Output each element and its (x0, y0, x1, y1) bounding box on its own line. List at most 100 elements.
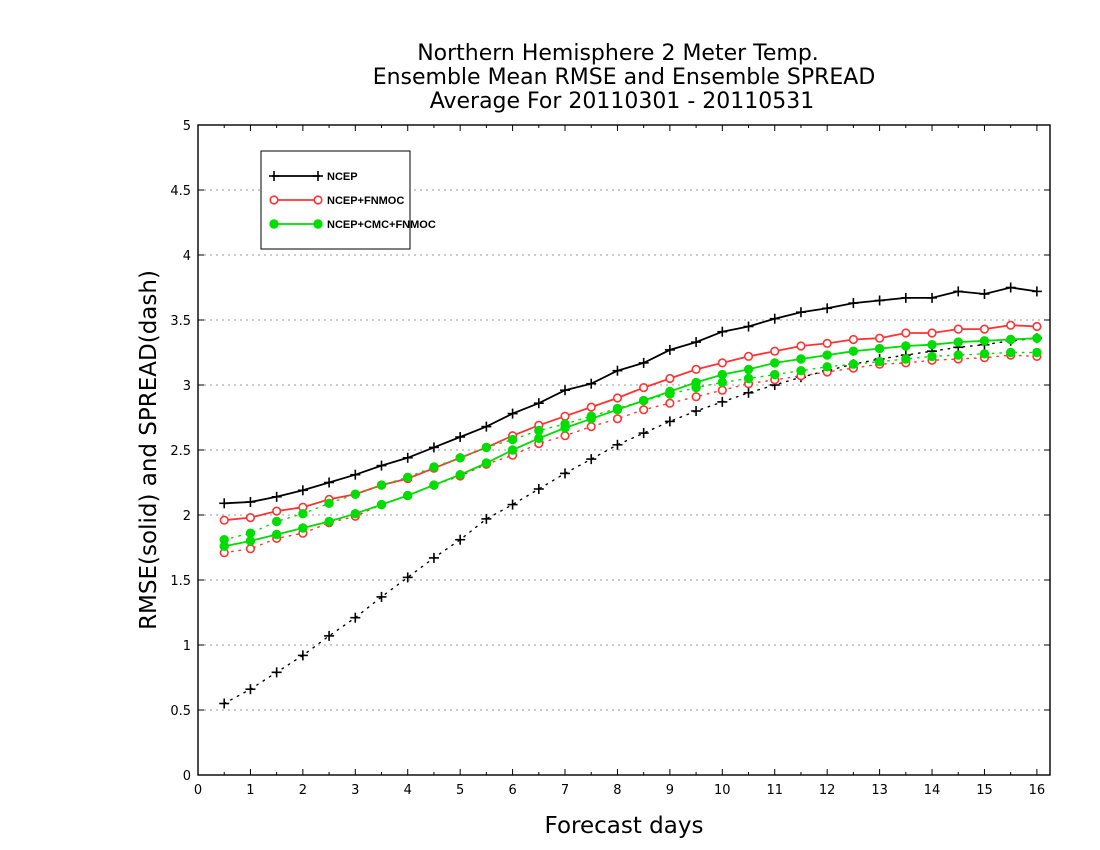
rmse-point (534, 433, 544, 443)
rmse-point (795, 307, 806, 318)
rmse-point (691, 364, 701, 375)
legend-label: NCEP+FNMOC (327, 195, 404, 207)
rmse-point (901, 328, 911, 338)
rmse-point (979, 289, 990, 299)
spread-point (507, 434, 518, 445)
y-tick-label-5: 2.5 (170, 444, 191, 459)
spread-point (245, 528, 256, 538)
rmse-point (1006, 320, 1016, 330)
spread-point (717, 385, 727, 395)
x-tick-label-13: 13 (871, 783, 888, 798)
spread-point (770, 369, 780, 380)
rmse-point (376, 499, 387, 510)
spread-point (848, 359, 859, 369)
rmse-point (612, 365, 623, 376)
rmse-point (481, 458, 492, 468)
x-tick-label-12: 12 (819, 783, 836, 798)
rmse-point (586, 414, 596, 424)
series-ncep-fnmoc (219, 320, 1042, 558)
rmse-point (586, 402, 596, 412)
y-tick-label-9: 4.5 (170, 184, 191, 199)
spread-point (1005, 347, 1016, 358)
y-tick-label-4: 2 (183, 509, 191, 524)
rmse-point (298, 523, 308, 533)
spread-point (691, 392, 701, 402)
rmse-point (481, 421, 492, 432)
x-tick-label-2: 2 (299, 783, 307, 798)
rmse-point (769, 313, 780, 324)
spread-point (533, 484, 544, 494)
spread-point (429, 462, 439, 472)
legend-marker-left (269, 195, 279, 205)
spread-point (586, 454, 597, 465)
spread-point (796, 366, 806, 376)
rmse-point (507, 445, 518, 455)
rmse-point (979, 336, 990, 346)
rmse-point (612, 405, 623, 415)
rmse-point (927, 292, 938, 303)
rmse-point (429, 480, 439, 490)
spread-point (612, 414, 623, 424)
spread-point (298, 509, 308, 519)
rmse-point (770, 346, 780, 356)
series-ncep-cmc-fnmoc (219, 333, 1042, 551)
rmse-point (376, 460, 387, 471)
rmse-point (272, 506, 282, 516)
rmse-point (953, 286, 964, 297)
rmse-point (900, 292, 911, 303)
spread-point (717, 377, 728, 388)
spread-point (245, 684, 256, 695)
chart-title: Northern Hemisphere 2 Meter Temp. Ensemb… (373, 41, 876, 114)
legend-label: NCEP (327, 171, 358, 183)
rmse-point (743, 364, 754, 375)
x-tick-label-7: 7 (561, 783, 569, 798)
rmse-point (350, 509, 360, 519)
rmse-point (507, 408, 518, 419)
rmse-point (638, 395, 649, 406)
rmse-point (1005, 282, 1016, 293)
spread-point (376, 480, 387, 490)
rmse-point (691, 337, 702, 348)
rmse-point (271, 529, 282, 540)
spread-point (297, 650, 308, 661)
x-tick-label-11: 11 (766, 783, 783, 798)
spread-point (901, 354, 911, 364)
spread-point (953, 350, 963, 360)
rmse-point (403, 490, 413, 501)
rmse-point (1005, 334, 1016, 345)
rmse-point (560, 411, 570, 421)
spread-point (638, 428, 649, 439)
spread-point (743, 373, 754, 384)
rmse-point (271, 491, 282, 502)
y-tick-label-1: 0.5 (170, 704, 191, 719)
rmse-point (743, 321, 754, 332)
rmse-point (927, 328, 937, 338)
legend-item-2: NCEP+CMC+FNMOC (269, 219, 436, 231)
rmse-point (979, 324, 990, 334)
rmse-point (245, 512, 256, 523)
legend-marker-left (269, 219, 279, 229)
y-tick-label-7: 3.5 (170, 314, 191, 329)
legend: NCEP NCEP+FNMOC NCEP+CMC+FNMOC (260, 150, 436, 250)
x-tick-label-4: 4 (404, 783, 412, 798)
rmse-point (927, 340, 937, 350)
spread-point (1032, 347, 1042, 358)
x-tick-label-1: 1 (246, 783, 254, 798)
rmse-point (350, 469, 361, 480)
axes: 00.511.522.533.544.550 1 2 3 4 5 6 7 8 9 10 11 12 13 1… (170, 119, 1051, 798)
rmse-point (297, 485, 308, 496)
spread-point (586, 422, 596, 432)
x-tick-label-3: 3 (351, 783, 359, 798)
spread-point (560, 468, 571, 479)
grid (198, 189, 1050, 711)
spread-point (822, 362, 832, 372)
spread-point (874, 356, 885, 367)
spread-point (324, 498, 334, 508)
rmse-point (822, 350, 832, 360)
legend-marker-left (269, 171, 279, 181)
rmse-point (664, 344, 675, 355)
rmse-point (691, 377, 701, 388)
y-tick-label-10: 5 (183, 119, 191, 134)
spread-point (324, 630, 335, 641)
rmse-point (822, 338, 832, 349)
